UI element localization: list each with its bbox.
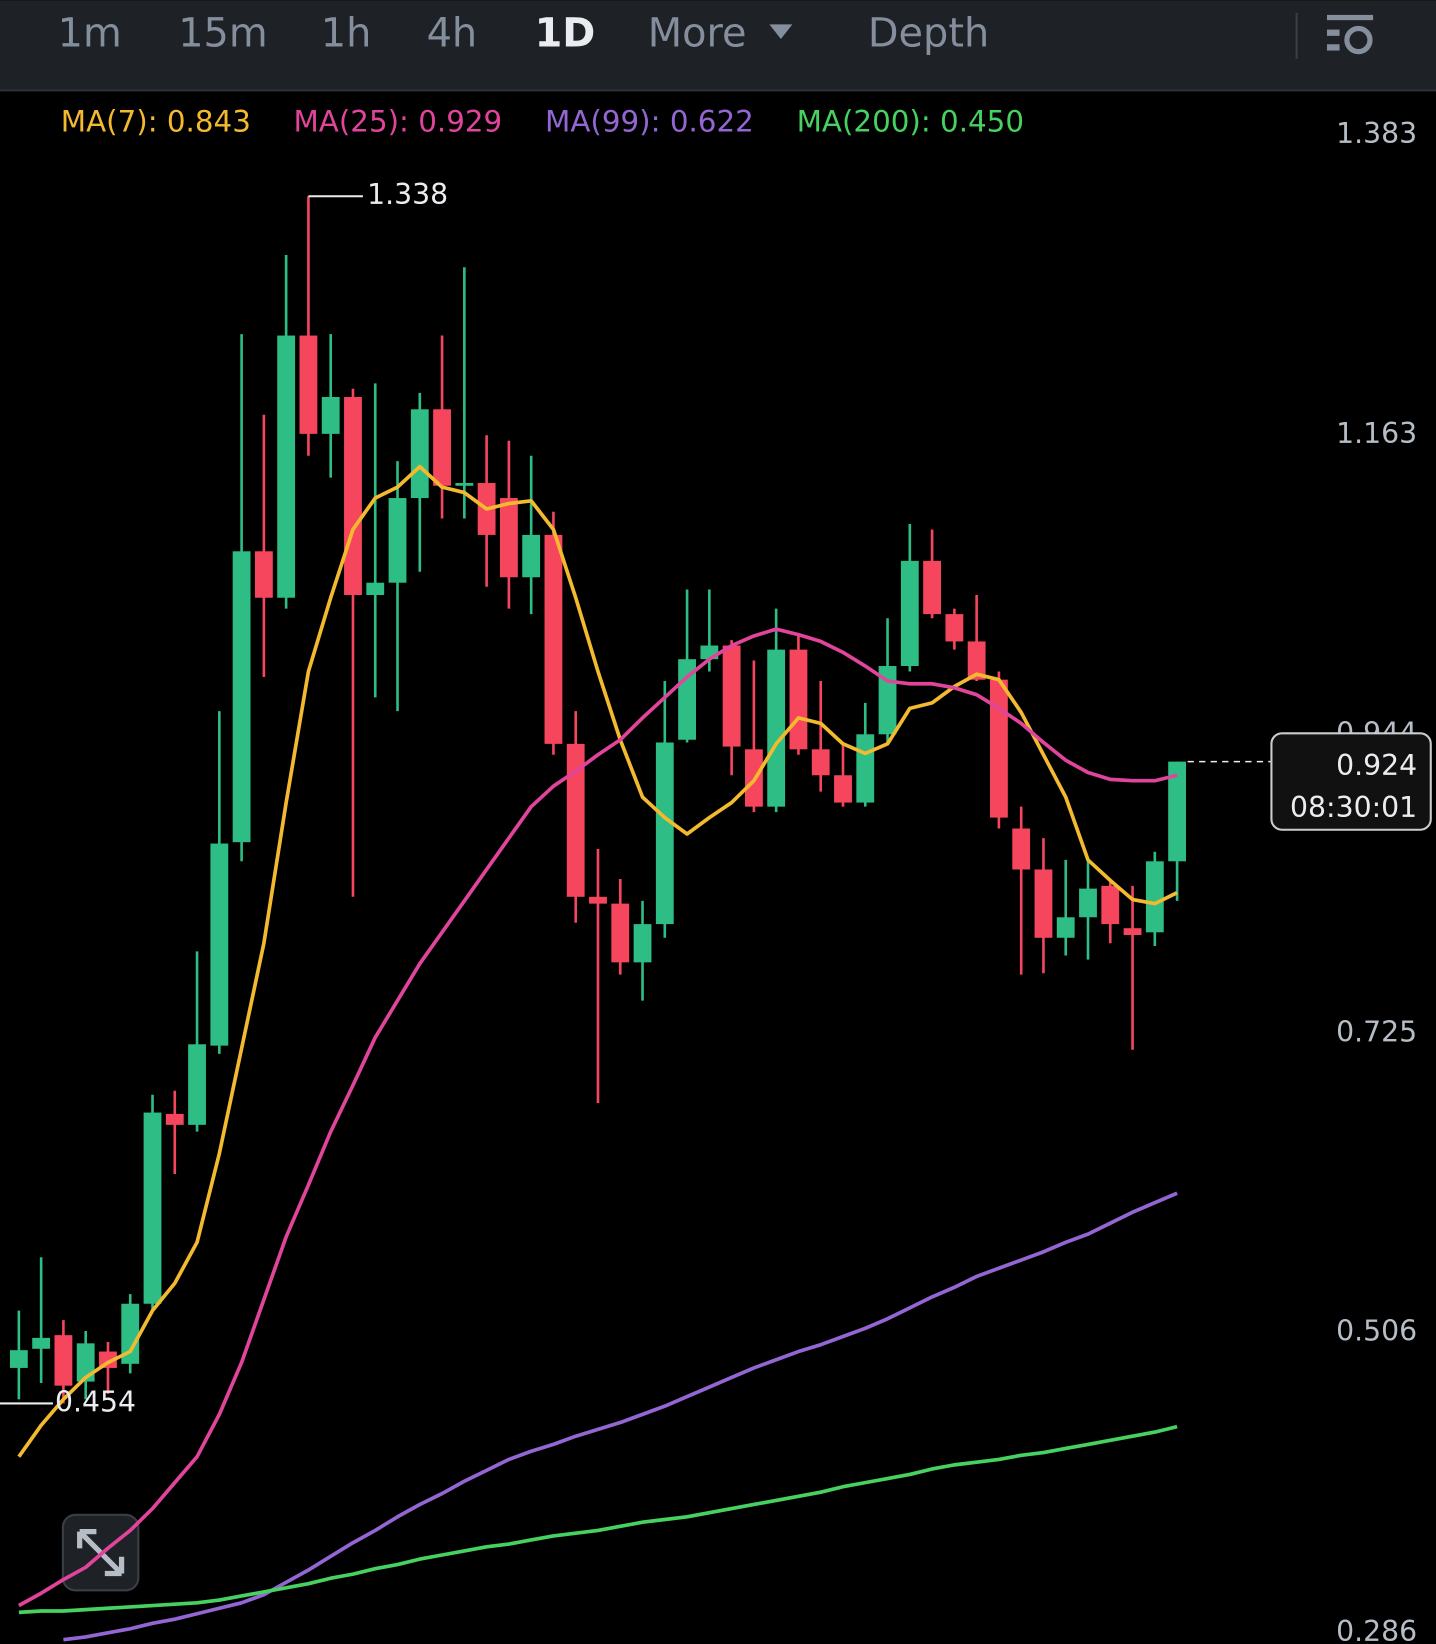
candle-body [433,409,451,486]
legend-entry: MA(7): 0.843 [61,104,251,138]
icon-bar [1326,29,1340,36]
candle-body [366,582,385,596]
y-tick-label: 1.383 [1336,117,1417,150]
candle-body [254,551,273,598]
candle-body [321,396,340,434]
candle-body [1079,888,1097,918]
candle-body [900,560,919,667]
candle-body [344,396,362,596]
low-label: 0.454 [55,1385,136,1418]
candle-body [410,409,429,499]
candle-body [611,903,630,963]
candle-body [143,1112,162,1304]
legend-entry: MA(99): 0.622 [545,104,754,138]
candle-body [1012,828,1031,870]
candle-body [1034,869,1053,938]
candle-body [923,560,941,615]
dropdown-arrow[interactable] [769,24,793,40]
candle-body [589,896,607,904]
candle-body [767,649,786,807]
candle-body [1101,885,1120,925]
candle-body [54,1335,73,1386]
tab[interactable]: 1h [321,10,372,56]
icon-bar [1326,14,1374,21]
candle-body [9,1350,28,1368]
candle-body [210,843,229,1046]
candle-body [856,734,875,803]
tab[interactable]: 4h [427,10,478,56]
candle-body [633,924,652,963]
candle-body [188,1044,206,1125]
toolbar [0,0,1436,91]
countdown-label: 08:30:01 [1290,791,1417,824]
candle-body [1145,861,1164,933]
tab[interactable]: Depth [868,10,989,56]
candle-body [277,335,296,598]
candle-body [299,335,318,434]
candle-body [32,1337,51,1349]
candle-body [165,1113,184,1125]
candle-body [945,614,964,642]
candle-body [1056,917,1075,938]
y-tick-label: 0.506 [1336,1314,1417,1347]
candle-body [967,641,986,680]
ma-line [63,1191,1178,1642]
last-price-label: 0.924 [1336,749,1417,782]
candle-body [566,743,585,897]
candle-body [544,534,563,744]
tab[interactable]: 15m [178,10,267,56]
high-label: 1.338 [367,178,448,211]
candle-body [834,775,852,803]
candle-body [499,498,518,578]
candle-body [455,483,474,486]
candle-body [76,1343,95,1382]
candle-body [1168,761,1187,862]
candle-body [789,649,808,750]
tab[interactable]: 1m [58,10,122,56]
last-price-box [1270,732,1432,831]
settings-icon[interactable] [1326,14,1374,55]
tab[interactable]: 1D [535,10,596,56]
legend-entry: MA(200): 0.450 [797,104,1024,138]
ma-line [17,627,1178,1608]
ma-line [17,464,1178,1458]
candle-body [522,534,541,578]
candle-body [388,498,407,583]
icon-bar [1326,44,1340,51]
candle-body [1123,928,1142,936]
ma-line [18,1424,1178,1615]
candle-body [811,749,830,776]
icon-gear [1344,25,1373,55]
tab[interactable]: More [648,10,747,56]
candle-body [655,742,674,925]
candle-body [121,1303,140,1364]
candle-body [232,551,251,843]
y-tick-label: 0.286 [1336,1615,1417,1644]
legend-entry: MA(25): 0.929 [293,104,502,138]
y-tick-label: 0.725 [1336,1015,1417,1048]
y-tick-label: 1.163 [1336,417,1417,450]
candle-body [722,645,741,747]
candle-body [990,679,1008,818]
